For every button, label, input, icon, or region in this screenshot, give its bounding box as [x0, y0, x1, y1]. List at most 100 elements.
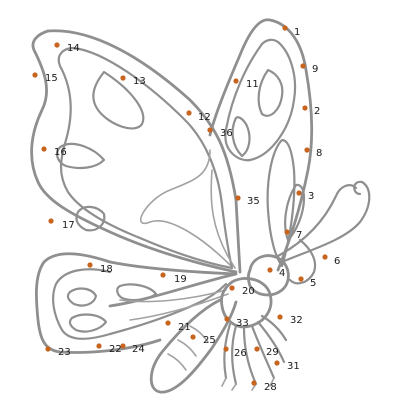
right-wing-small-lobe — [284, 183, 306, 242]
dot-number-label: 9 — [312, 64, 318, 75]
dot-marker — [207, 127, 213, 133]
dot-13: 13 — [120, 75, 146, 87]
dot-11: 11 — [233, 78, 259, 90]
dot-number-label: 2 — [314, 106, 320, 117]
dot-marker — [160, 272, 166, 278]
dot-number-label: 20 — [242, 286, 255, 297]
dot-number-label: 21 — [178, 322, 191, 333]
dot-5: 5 — [298, 276, 316, 289]
right-wing-teardrop — [257, 68, 284, 117]
dot-number-label: 25 — [203, 335, 216, 346]
dot-18: 18 — [87, 262, 113, 275]
dot-marker — [96, 343, 102, 349]
dot-number-label: 23 — [58, 347, 71, 358]
dot-number-label: 29 — [266, 347, 279, 358]
dot-number-label: 4 — [279, 268, 285, 279]
left-forewing-outline — [30, 29, 238, 274]
dot-number-label: 18 — [100, 264, 113, 275]
dot-number-label: 6 — [334, 256, 340, 267]
forewing-spot-lower — [75, 205, 106, 232]
dot-1: 1 — [282, 25, 300, 38]
dot-number-label: 26 — [234, 348, 247, 359]
dot-2: 2 — [302, 105, 320, 117]
dot-14: 14 — [54, 42, 80, 54]
dot-marker — [224, 316, 230, 322]
dot-number-label: 33 — [236, 318, 249, 329]
dot-marker — [302, 105, 308, 111]
butterfly-outline — [30, 18, 371, 394]
dot-number-label: 12 — [198, 112, 211, 123]
forewing-vein — [139, 149, 231, 266]
dot-marker — [254, 346, 260, 352]
leg-feet — [221, 377, 275, 391]
dot-marker — [267, 267, 273, 273]
dot-marker — [32, 72, 38, 78]
dot-number-label: 17 — [62, 220, 75, 231]
dot-16: 16 — [41, 146, 67, 158]
dot-15: 15 — [32, 72, 58, 84]
dot-17: 17 — [48, 218, 75, 231]
dot-marker — [277, 314, 283, 320]
dot-number-label: 1 — [294, 27, 300, 38]
hindwing-spot-1 — [66, 287, 98, 307]
dot-marker — [298, 276, 304, 282]
dot-12: 12 — [186, 110, 211, 123]
dot-26: 26 — [223, 346, 247, 359]
dot-number-label: 36 — [220, 128, 233, 139]
dot-number-label: 19 — [174, 274, 187, 285]
dot-number-label: 11 — [246, 79, 259, 90]
forewing-teardrop-large — [92, 70, 145, 130]
dot-marker — [186, 110, 192, 116]
hindwing-spot-3 — [116, 283, 158, 302]
head-outline — [247, 254, 290, 297]
dot-35: 35 — [235, 195, 260, 207]
dot-marker — [190, 334, 196, 340]
legs — [223, 314, 288, 386]
dot-marker — [304, 147, 310, 153]
dot-number-label: 15 — [45, 73, 58, 84]
hindwing-vein — [119, 289, 229, 321]
right-forewing-outline — [208, 18, 313, 272]
dot-23: 23 — [45, 346, 71, 358]
dot-marker — [251, 380, 257, 386]
dot-number-label: 8 — [316, 148, 322, 159]
dot-33: 33 — [224, 316, 249, 329]
dot-marker — [229, 285, 235, 291]
dot-7: 7 — [284, 229, 302, 241]
dot-number-label: 7 — [296, 230, 302, 241]
dot-number-label: 28 — [264, 382, 277, 393]
hindwing-spot-2 — [68, 313, 108, 333]
dot-marker — [282, 25, 288, 31]
dot-3: 3 — [296, 190, 314, 202]
dot-number-label: 14 — [67, 43, 80, 54]
left-hindwing-outline — [34, 252, 238, 354]
antenna-right — [280, 180, 371, 264]
dot-6: 6 — [322, 254, 340, 267]
dot-22: 22 — [96, 343, 122, 355]
dot-20: 20 — [229, 285, 255, 297]
dot-number-label: 22 — [109, 344, 122, 355]
dot-marker — [284, 229, 290, 235]
forewing-vein-2 — [210, 169, 236, 269]
dot-marker — [300, 63, 306, 69]
dot-marker — [296, 190, 302, 196]
numbered-dots: 1928376453231292826332524222321201918171… — [32, 25, 340, 393]
dot-marker — [41, 146, 47, 152]
dot-32: 32 — [277, 314, 303, 326]
dot-24: 24 — [120, 343, 145, 355]
forewing-spot-upper — [56, 142, 106, 170]
dot-marker — [223, 346, 229, 352]
dot-marker — [87, 262, 93, 268]
dot-25: 25 — [190, 334, 216, 346]
left-forewing-top-edge — [46, 29, 242, 274]
dot-8: 8 — [304, 147, 322, 159]
dot-marker — [120, 343, 126, 349]
dot-36: 36 — [207, 127, 233, 139]
right-wing-long-vein — [266, 138, 296, 268]
dot-marker — [165, 320, 171, 326]
dot-number-label: 16 — [54, 147, 67, 158]
dot-28: 28 — [251, 380, 277, 393]
right-forewing-inner — [224, 38, 297, 162]
right-hindwing-lobe — [288, 238, 317, 285]
